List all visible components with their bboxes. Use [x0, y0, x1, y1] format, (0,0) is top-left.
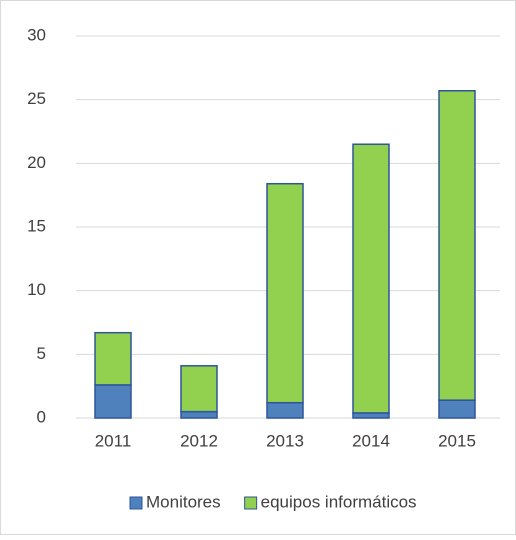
bar-segment: [266, 401, 304, 419]
y-tick-label: 25: [27, 89, 46, 108]
y-tick-label: 10: [27, 280, 46, 299]
legend-label: Monitores: [146, 492, 221, 511]
bar-segment: [352, 412, 390, 419]
y-tick-label: 30: [27, 25, 46, 44]
bar-segment: [438, 399, 476, 419]
bar-segment: [352, 143, 390, 414]
bar-segment: [266, 182, 304, 404]
y-tick-label: 15: [27, 216, 46, 235]
bar-segment: [180, 365, 218, 413]
y-tick-label: 20: [27, 153, 46, 172]
bar-segment: [180, 410, 218, 419]
x-tick-label: 2015: [438, 431, 476, 450]
x-tick-label: 2011: [95, 431, 132, 450]
y-tick-label: 5: [37, 344, 46, 363]
legend-swatch: [129, 496, 143, 510]
bar-segment: [438, 90, 476, 401]
bar-segment: [94, 331, 132, 386]
y-tick-label: 0: [37, 407, 46, 426]
x-tick-label: 2012: [180, 431, 218, 450]
x-tick-label: 2013: [266, 431, 304, 450]
bar-segment: [94, 384, 132, 419]
x-tick-label: 2014: [352, 431, 390, 450]
legend-swatch: [244, 496, 258, 510]
legend-label: equipos informáticos: [261, 492, 417, 511]
